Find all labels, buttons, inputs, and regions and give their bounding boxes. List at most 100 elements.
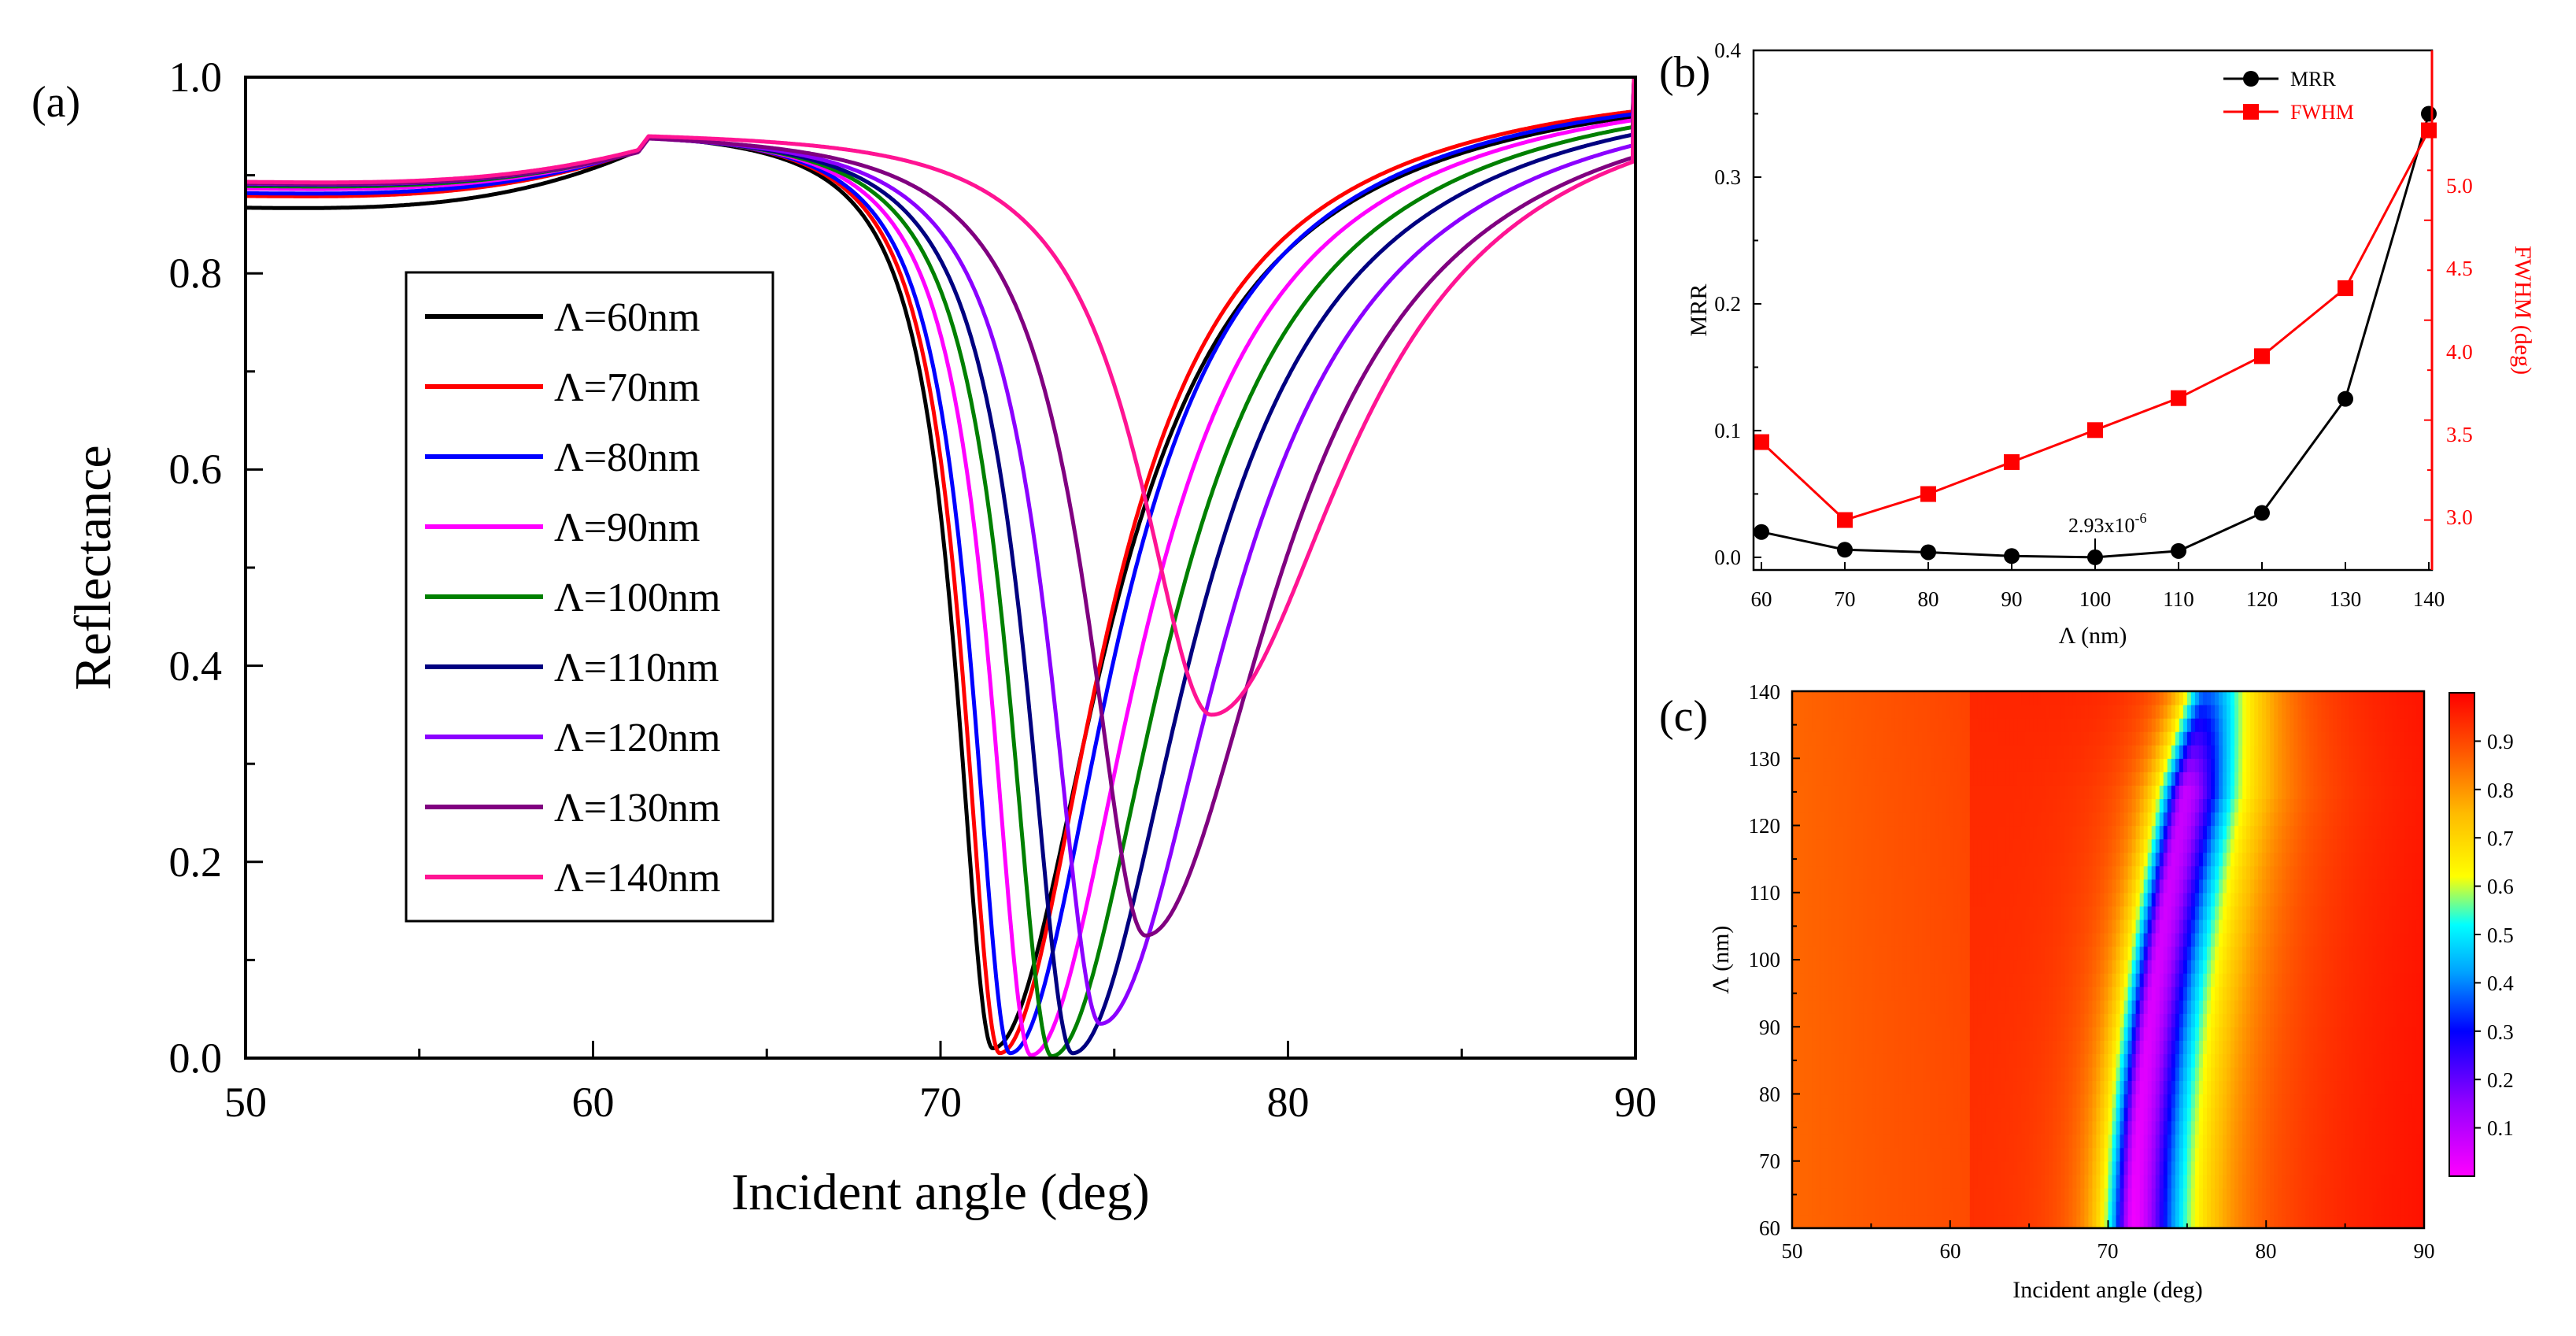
- heatmap-cell: [1820, 1134, 1824, 1149]
- heatmap-cell: [2210, 1120, 2216, 1135]
- heatmap-cell: [2262, 946, 2267, 960]
- heatmap-cell: [2242, 1013, 2247, 1027]
- heatmap-cell: [1942, 1027, 1947, 1041]
- heatmap-cell: [2033, 1053, 2038, 1068]
- heatmap-cell: [2127, 1201, 2133, 1216]
- heatmap-cell: [2341, 932, 2346, 947]
- heatmap-cell: [2045, 838, 2049, 853]
- heatmap-cell: [2349, 932, 2354, 947]
- heatmap-cell: [2025, 919, 2030, 934]
- heatmap-cell: [2333, 946, 2338, 960]
- heatmap-cell: [2372, 1174, 2378, 1189]
- heatmap-cell: [1855, 1174, 1860, 1189]
- heatmap-cell: [2290, 838, 2294, 853]
- heatmap-cell: [1977, 1013, 1983, 1027]
- heatmap-cell: [2286, 1160, 2290, 1175]
- heatmap-cell: [1835, 1000, 1840, 1014]
- heatmap-cell: [1985, 1027, 1990, 1041]
- heatmap-cell: [2175, 932, 2180, 947]
- heatmap-cell: [1993, 1027, 1998, 1041]
- heatmap-cell: [1902, 838, 1908, 853]
- heatmap-cell: [1926, 1174, 1931, 1189]
- heatmap-cell: [2151, 1160, 2157, 1175]
- heatmap-cell: [2301, 879, 2307, 894]
- heatmap-cell: [2215, 946, 2219, 960]
- heatmap-cell: [2266, 1000, 2271, 1014]
- panel-b-xtick: 90: [2001, 587, 2023, 611]
- heatmap-cell: [1997, 865, 2002, 880]
- heatmap-cell: [1875, 973, 1880, 987]
- heatmap-cell: [2305, 1094, 2311, 1108]
- heatmap-cell: [1835, 838, 1840, 853]
- heatmap-cell: [2045, 879, 2049, 894]
- heatmap-cell: [2088, 865, 2094, 880]
- heatmap-cell: [2223, 1160, 2227, 1175]
- heatmap-cell: [2021, 1053, 2026, 1068]
- heatmap-cell: [1875, 825, 1880, 840]
- heatmap-cell: [1883, 973, 1888, 987]
- heatmap-cell: [2088, 1174, 2094, 1189]
- heatmap-cell: [2215, 932, 2219, 947]
- heatmap-cell: [2108, 1201, 2113, 1216]
- heatmap-cell: [2388, 946, 2393, 960]
- heatmap-cell: [2238, 1214, 2243, 1228]
- heatmap-cell: [2270, 865, 2275, 880]
- heatmap-cell: [1867, 1013, 1872, 1027]
- heatmap-cell: [2352, 1013, 2358, 1027]
- heatmap-cell: [2297, 1013, 2303, 1027]
- panel-a-xtick: 90: [1614, 1079, 1657, 1126]
- heatmap-cell: [2415, 1080, 2421, 1095]
- heatmap-cell: [1961, 1040, 1967, 1054]
- heatmap-cell: [2419, 825, 2424, 840]
- heatmap-cell: [1855, 838, 1860, 853]
- heatmap-cell: [1804, 1214, 1809, 1228]
- heatmap-cell: [1950, 973, 1955, 987]
- heatmap-cell: [1926, 1134, 1931, 1149]
- heatmap-cell: [1867, 879, 1872, 894]
- heatmap-cell: [2246, 905, 2251, 920]
- heatmap-cell: [2333, 865, 2338, 880]
- heatmap-cell: [2345, 852, 2350, 867]
- heatmap-cell: [2404, 960, 2409, 974]
- heatmap-cell: [2123, 1107, 2129, 1122]
- heatmap-cell: [2230, 1080, 2235, 1095]
- heatmap-cell: [2270, 1174, 2275, 1189]
- heatmap-cell: [2230, 1040, 2235, 1054]
- heatmap-cell: [2278, 1013, 2282, 1027]
- heatmap-cell: [1816, 1027, 1820, 1041]
- heatmap-cell: [2104, 1080, 2109, 1095]
- heatmap-cell: [2080, 1120, 2085, 1135]
- heatmap-cell: [1839, 1067, 1844, 1082]
- heatmap-cell: [2258, 1027, 2263, 1041]
- heatmap-cell: [2080, 946, 2085, 960]
- heatmap-cell: [1828, 825, 1832, 840]
- heatmap-cell: [1926, 905, 1931, 920]
- heatmap-cell: [2290, 1040, 2294, 1054]
- heatmap-cell: [1906, 1040, 1912, 1054]
- heatmap-cell: [2360, 1134, 2366, 1149]
- heatmap-cell: [2286, 1174, 2290, 1189]
- heatmap-cell: [1934, 960, 1939, 974]
- heatmap-cell: [2186, 879, 2192, 894]
- heatmap-cell: [2234, 973, 2239, 987]
- heatmap-cell: [2301, 865, 2307, 880]
- heatmap-cell: [2116, 1080, 2121, 1095]
- heatmap-cell: [2116, 960, 2121, 974]
- heatmap-cell: [2143, 1013, 2149, 1027]
- heatmap-cell: [2309, 1214, 2315, 1228]
- heatmap-cell: [2333, 1053, 2338, 1068]
- heatmap-cell: [2293, 932, 2298, 947]
- heatmap-cell: [1898, 973, 1904, 987]
- heatmap-cell: [2325, 892, 2330, 907]
- heatmap-cell: [1914, 1094, 1920, 1108]
- heatmap-cell: [2175, 960, 2180, 974]
- heatmap-cell: [2419, 1214, 2424, 1228]
- heatmap-cell: [1867, 1000, 1872, 1014]
- series-line: [246, 77, 1635, 1050]
- heatmap-cell: [1957, 1174, 1963, 1189]
- heatmap-cell: [1796, 1214, 1801, 1228]
- heatmap-cell: [1934, 812, 1939, 827]
- heatmap-cell: [2250, 1000, 2255, 1014]
- heatmap-cell: [2068, 960, 2073, 974]
- heatmap-cell: [2131, 892, 2137, 907]
